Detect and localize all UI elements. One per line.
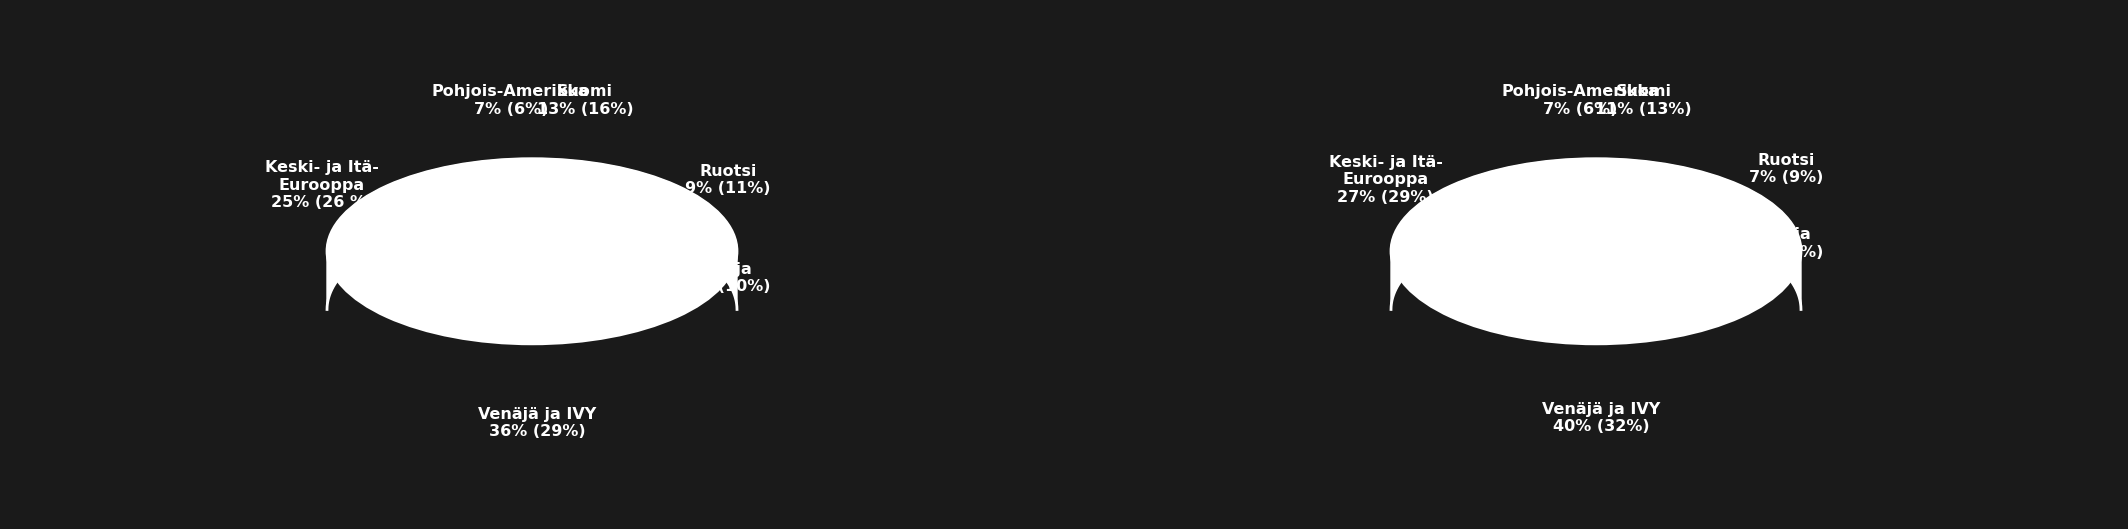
Polygon shape bbox=[328, 159, 736, 309]
Text: Pohjois-Amerikka
7% (6%): Pohjois-Amerikka 7% (6%) bbox=[432, 84, 589, 117]
Text: Suomi
11% (13%): Suomi 11% (13%) bbox=[1596, 84, 1692, 117]
Text: Ruotsi
9% (11%): Ruotsi 9% (11%) bbox=[685, 163, 770, 196]
Text: Venäjä ja IVY
36% (29%): Venäjä ja IVY 36% (29%) bbox=[479, 407, 596, 440]
Text: Norja
9% (10%): Norja 9% (10%) bbox=[685, 261, 770, 294]
Text: Keski- ja Itä-
Eurooppa
27% (29%): Keski- ja Itä- Eurooppa 27% (29%) bbox=[1328, 155, 1443, 205]
Text: Keski- ja Itä-
Eurooppa
25% (26 %): Keski- ja Itä- Eurooppa 25% (26 %) bbox=[264, 160, 379, 210]
Text: Suomi
13% (16%): Suomi 13% (16%) bbox=[536, 84, 634, 117]
Text: Norja
7% (9%): Norja 7% (9%) bbox=[1749, 227, 1824, 260]
Text: Pohjois-Amerikka
7% (6%): Pohjois-Amerikka 7% (6%) bbox=[1500, 84, 1660, 117]
Text: Venäjä ja IVY
40% (32%): Venäjä ja IVY 40% (32%) bbox=[1543, 402, 1660, 434]
Text: Ruotsi
7% (9%): Ruotsi 7% (9%) bbox=[1749, 153, 1824, 186]
Polygon shape bbox=[1392, 159, 1800, 309]
Ellipse shape bbox=[1392, 159, 1800, 344]
Ellipse shape bbox=[328, 159, 736, 344]
